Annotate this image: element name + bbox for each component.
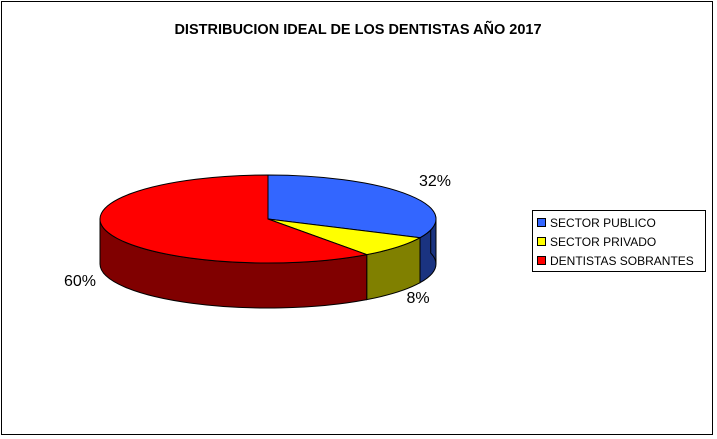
- legend-label-sector-privado: SECTOR PRIVADO: [550, 234, 657, 249]
- legend-swatch-sector-privado: [537, 237, 546, 246]
- legend-item-sector-publico: SECTOR PUBLICO: [537, 213, 705, 232]
- pie-slice-sector-publico: [267, 174, 437, 239]
- legend-label-sector-publico: SECTOR PUBLICO: [550, 215, 656, 230]
- chart-title: DISTRIBUCION IDEAL DE LOS DENTISTAS AÑO …: [174, 22, 542, 38]
- legend-swatch-sector-publico: [537, 218, 546, 227]
- pie-tops: [99, 174, 437, 264]
- pie-slice-dentistas-sobrantes: [99, 174, 369, 264]
- legend-item-sector-privado: SECTOR PRIVADO: [537, 232, 705, 251]
- legend-label-dentistas-sobrantes: DENTISTAS SOBRANTES: [550, 253, 694, 268]
- data-label-sector-privado: 8%: [406, 290, 429, 307]
- legend: SECTOR PUBLICO SECTOR PRIVADO DENTISTAS …: [532, 210, 706, 272]
- legend-swatch-dentistas-sobrantes: [537, 256, 546, 265]
- data-label-sector-publico: 32%: [419, 173, 451, 190]
- legend-item-dentistas-sobrantes: DENTISTAS SOBRANTES: [537, 251, 705, 270]
- data-label-dentistas-sobrantes: 60%: [64, 273, 96, 290]
